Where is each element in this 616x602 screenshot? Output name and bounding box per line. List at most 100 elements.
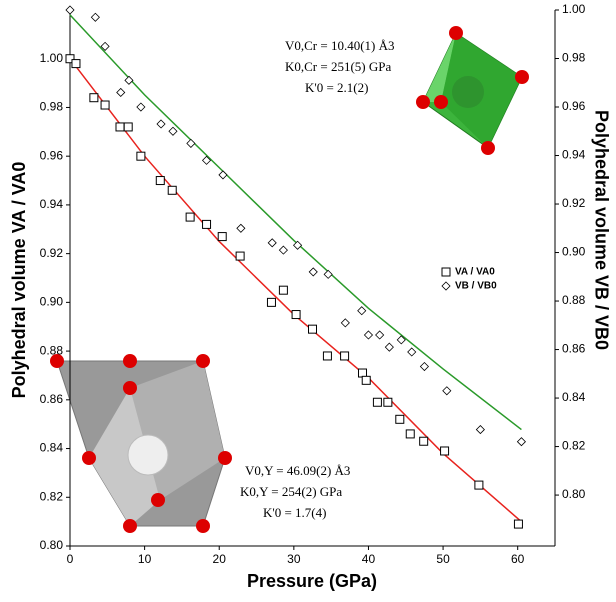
data-point [186, 138, 196, 148]
data-point [372, 397, 382, 407]
data-point [357, 368, 367, 378]
data-point [513, 519, 523, 529]
y2-tick-label: 0.98 [562, 51, 586, 65]
data-point [235, 251, 245, 261]
y-tick-label: 0.80 [40, 538, 64, 552]
y-tick-label: 0.88 [40, 343, 64, 357]
legend-label: VA / VA0 [455, 267, 495, 278]
x-tick-label: 20 [213, 552, 227, 566]
y-tick-label: 1.00 [40, 51, 64, 65]
data-point [442, 386, 452, 396]
data-point [136, 102, 146, 112]
data-point [396, 335, 406, 345]
data-point [155, 176, 165, 186]
data-point [65, 54, 75, 64]
data-point [266, 297, 276, 307]
y-tick-label: 0.94 [40, 197, 64, 211]
data-point [383, 397, 393, 407]
x-tick-label: 60 [511, 552, 525, 566]
data-point [407, 347, 417, 357]
data-point [340, 318, 350, 328]
y-tick-label: 0.92 [40, 246, 64, 260]
data-point [90, 12, 100, 22]
y2-tick-label: 0.88 [562, 293, 586, 307]
annotation: V0,Y = 46.09(2) Å3 [245, 463, 350, 478]
data-point [236, 223, 246, 233]
annotation: K'0 = 2.1(2) [305, 80, 368, 95]
annotation: K'0 = 1.7(4) [263, 505, 326, 520]
polyhedron-figure [50, 354, 232, 533]
y2-tick-label: 0.92 [562, 196, 586, 210]
y-axis-label: Polyhedral volume VA / VA0 [9, 162, 29, 399]
y-tick-label: 0.82 [40, 489, 64, 503]
data-point [405, 429, 415, 439]
data-point [201, 155, 212, 165]
x-tick-label: 0 [67, 552, 74, 566]
data-point [293, 240, 303, 250]
data-point [136, 151, 146, 161]
y-tick-label: 0.98 [40, 100, 64, 114]
data-point [441, 281, 451, 291]
data-point [419, 361, 429, 372]
y-tick-label: 0.84 [40, 441, 64, 455]
data-point [308, 267, 318, 277]
data-point [202, 219, 212, 229]
data-point [384, 342, 394, 352]
data-point [124, 75, 134, 85]
data-point [217, 232, 227, 242]
y2-tick-label: 0.86 [562, 342, 586, 356]
data-point [308, 324, 317, 334]
x-tick-label: 40 [362, 552, 376, 566]
x-tick-label: 50 [436, 552, 450, 566]
data-point [267, 238, 277, 248]
y-tick-label: 0.96 [40, 148, 64, 162]
data-point [168, 126, 178, 136]
y2-tick-label: 0.82 [562, 439, 586, 453]
data-point [357, 306, 367, 316]
data-point [65, 5, 75, 15]
data-point [100, 41, 110, 51]
data-point [441, 267, 451, 277]
data-point [419, 436, 429, 446]
data-point [440, 446, 450, 456]
y2-tick-label: 1.00 [562, 2, 586, 16]
data-point [123, 122, 133, 132]
y2-tick-label: 0.90 [562, 245, 586, 259]
data-point [395, 414, 405, 424]
x-tick-label: 30 [287, 552, 301, 566]
data-point [116, 87, 126, 98]
data-point [89, 93, 99, 103]
data-point [361, 375, 371, 385]
data-point [185, 212, 195, 222]
x-axis-label: Pressure (GPa) [247, 571, 377, 591]
data-point [322, 351, 332, 361]
data-point [71, 59, 81, 69]
data-point [167, 185, 177, 195]
data-point [340, 351, 350, 361]
y2-tick-label: 0.84 [562, 390, 586, 404]
data-point [218, 170, 228, 180]
data-point [291, 310, 301, 320]
data-point [115, 122, 125, 132]
y2-tick-label: 0.94 [562, 148, 586, 162]
data-point [375, 330, 385, 340]
data-point [156, 119, 166, 129]
y-tick-label: 0.86 [40, 392, 64, 406]
fit-line [69, 14, 522, 431]
y2-tick-label: 0.80 [562, 487, 586, 501]
data-point [100, 100, 110, 110]
y2-tick-label: 0.96 [562, 99, 586, 113]
x-tick-label: 10 [138, 552, 152, 566]
annotation: V0,Cr = 10.40(1) Å3 [285, 38, 395, 53]
y-tick-label: 0.90 [40, 295, 64, 309]
data-point [363, 330, 374, 340]
annotation: K0,Y = 254(2) GPa [240, 484, 342, 499]
legend-label: VB / VB0 [455, 281, 497, 292]
data-point [323, 269, 333, 279]
data-point [475, 425, 485, 435]
data-point [278, 245, 288, 255]
octahedron-figure [416, 26, 529, 155]
data-point [474, 480, 484, 490]
data-point [516, 437, 526, 447]
